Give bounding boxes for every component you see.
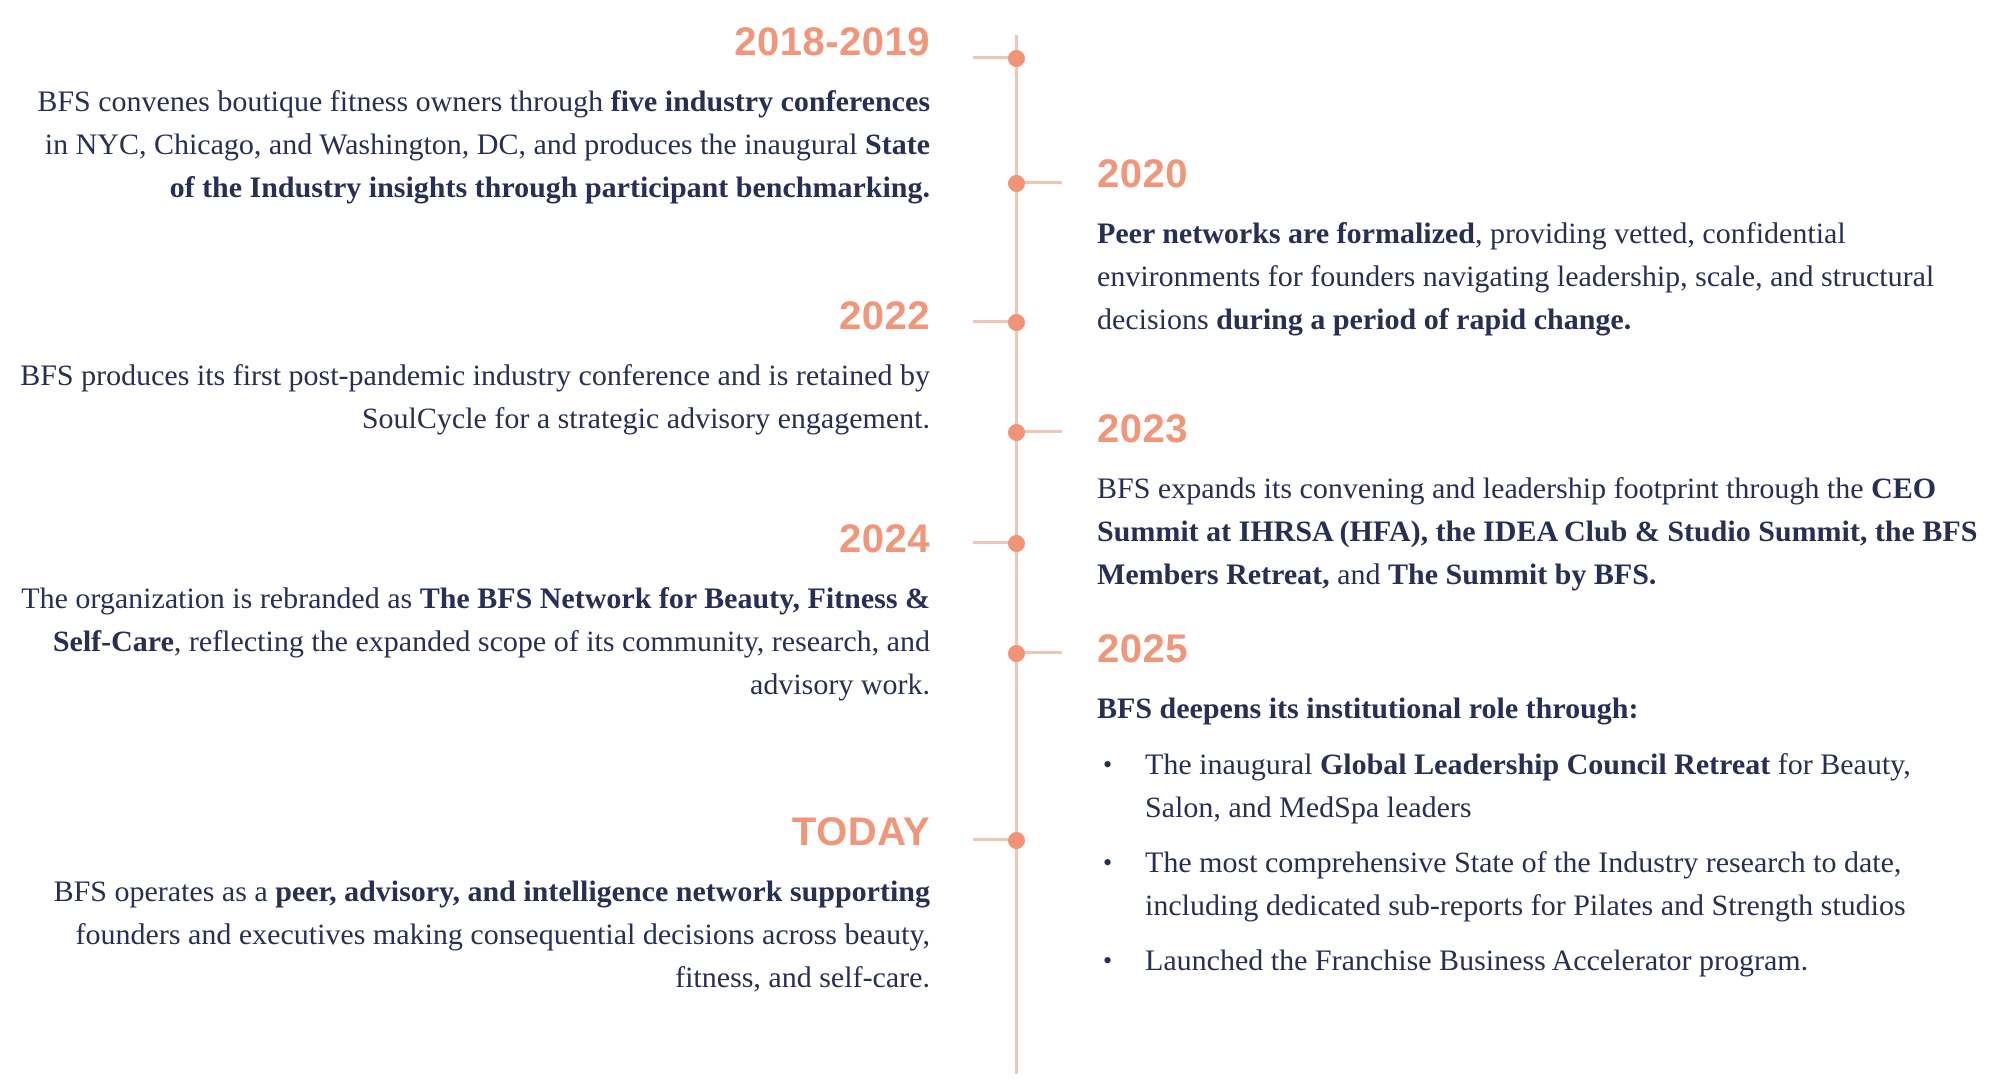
- timeline-connector: [973, 541, 1016, 544]
- bullet-icon: •: [1103, 750, 1113, 779]
- timeline-entry-2025: 2025 BFS deepens its institutional role …: [1097, 627, 1983, 994]
- entry-paragraph: BFS operates as a peer, advisory, and in…: [53, 875, 930, 994]
- entry-paragraph: Peer networks are formalized, providing …: [1097, 217, 1935, 336]
- bullet-text: Launched the Franchise Business Accelera…: [1145, 944, 1809, 977]
- entry-paragraph: BFS produces its first post-pandemic ind…: [20, 359, 930, 435]
- timeline-entry-2020: 2020 Peer networks are formalized, provi…: [1097, 152, 1983, 341]
- bullet-list: • The inaugural Global Leadership Counci…: [1097, 743, 1983, 982]
- year-heading: 2020: [1097, 152, 1188, 196]
- bullet-text: The inaugural Global Leadership Council …: [1145, 748, 1911, 824]
- timeline-dot: [1008, 645, 1025, 662]
- timeline-entry-2022: 2022 BFS produces its first post-pandemi…: [15, 294, 930, 440]
- timeline-dot: [1008, 424, 1025, 441]
- entry-paragraph: BFS deepens its institutional role throu…: [1097, 692, 1639, 725]
- timeline-dot: [1008, 50, 1025, 67]
- timeline-connector: [1017, 430, 1062, 433]
- timeline-entry-2018-2019: 2018-2019 BFS convenes boutique fitness …: [15, 20, 930, 209]
- entry-paragraph: BFS expands its convening and leadership…: [1097, 472, 1978, 591]
- year-heading: 2024: [839, 517, 930, 561]
- year-heading: 2018-2019: [734, 20, 930, 64]
- timeline-connector: [973, 320, 1016, 323]
- timeline-entry-2024: 2024 The organization is rebranded as Th…: [15, 517, 930, 706]
- entry-paragraph: The organization is rebranded as The BFS…: [21, 582, 930, 701]
- timeline-connector: [973, 838, 1016, 841]
- timeline-entry-today: TODAY BFS operates as a peer, advisory, …: [15, 810, 930, 999]
- year-heading: TODAY: [791, 810, 930, 854]
- timeline-connector: [973, 56, 1016, 59]
- year-heading: 2025: [1097, 627, 1188, 671]
- timeline-line: [1015, 35, 1018, 1074]
- timeline-dot: [1008, 535, 1025, 552]
- bullet-item: • The inaugural Global Leadership Counci…: [1097, 743, 1983, 829]
- bullet-icon: •: [1103, 946, 1113, 975]
- bullet-text: The most comprehensive State of the Indu…: [1145, 846, 1906, 922]
- year-heading: 2022: [839, 294, 930, 338]
- timeline-dot: [1008, 832, 1025, 849]
- timeline-connector: [1017, 651, 1062, 654]
- timeline-dot: [1008, 175, 1025, 192]
- bullet-item: • The most comprehensive State of the In…: [1097, 841, 1983, 927]
- timeline-entry-2023: 2023 BFS expands its convening and leade…: [1097, 407, 1983, 596]
- year-heading: 2023: [1097, 407, 1188, 451]
- bullet-item: • Launched the Franchise Business Accele…: [1097, 939, 1983, 982]
- timeline-connector: [1017, 181, 1062, 184]
- entry-paragraph: BFS convenes boutique fitness owners thr…: [37, 85, 930, 204]
- timeline-dot: [1008, 314, 1025, 331]
- bullet-icon: •: [1103, 848, 1113, 877]
